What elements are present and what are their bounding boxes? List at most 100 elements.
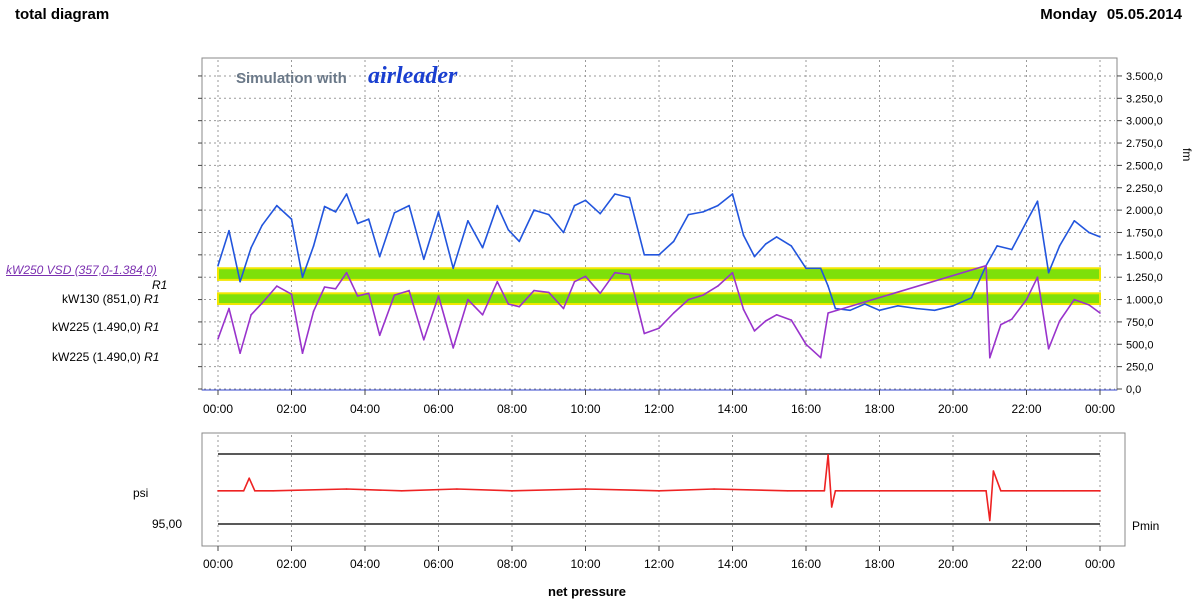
data-point xyxy=(1088,304,1090,306)
data-point xyxy=(250,314,252,316)
data-point xyxy=(548,291,550,294)
data-point xyxy=(702,294,704,296)
data-point xyxy=(533,209,535,211)
data-point xyxy=(408,204,410,207)
data-point xyxy=(507,229,510,231)
y-tick-label: 3.250,0 xyxy=(1126,93,1163,105)
data-point xyxy=(827,285,829,287)
legend-item-kw130: kW130 (851,0) R1 xyxy=(62,292,159,306)
x-tick-label: 00:00 xyxy=(203,402,233,416)
data-point xyxy=(456,488,458,490)
data-point xyxy=(1011,248,1013,251)
data-point xyxy=(481,246,484,249)
data-point xyxy=(742,308,745,311)
x-tick-label: 12:00 xyxy=(644,557,674,571)
data-point xyxy=(548,213,550,216)
x-tick-label: 10:00 xyxy=(570,557,600,571)
data-point xyxy=(228,229,230,232)
x-tick-label: 08:00 xyxy=(497,402,527,416)
data-point xyxy=(775,236,778,238)
data-point xyxy=(312,310,315,313)
data-point xyxy=(217,338,219,340)
data-point xyxy=(823,490,826,492)
legend-item-suffix: R1 xyxy=(144,320,160,334)
data-point xyxy=(467,220,469,222)
x-tick-label: 00:00 xyxy=(1085,402,1115,416)
x-tick-label: 14:00 xyxy=(717,402,747,416)
data-point xyxy=(276,204,278,207)
x-tick-label: 22:00 xyxy=(1011,557,1041,571)
data-point xyxy=(1000,490,1002,492)
data-point xyxy=(687,298,690,301)
data-point xyxy=(481,314,484,316)
data-point xyxy=(992,470,995,472)
page-title: total diagram xyxy=(15,6,110,23)
data-point xyxy=(345,488,348,490)
data-point xyxy=(713,488,715,490)
threshold-bands xyxy=(217,267,1101,306)
legend-item-kw225-a: kW225 (1.490,0) R1 xyxy=(52,320,159,334)
data-point xyxy=(970,297,973,299)
data-point xyxy=(507,303,510,305)
data-point xyxy=(345,193,348,195)
data-point xyxy=(1099,236,1101,238)
y-axis-label: fm xyxy=(1180,148,1194,161)
upper-x-tick-labels: 00:00 02:00 04:00 06:00 08:00 10:00 12:00 14:00… xyxy=(203,402,1115,416)
threshold-band-1 xyxy=(217,267,1101,281)
data-point xyxy=(367,292,370,295)
data-point xyxy=(1058,320,1061,322)
data-point xyxy=(775,314,778,316)
pressure-tick-label: 95,00 xyxy=(152,517,183,531)
x-tick-label: 16:00 xyxy=(791,557,821,571)
data-point xyxy=(408,289,410,292)
brand-prefix-text: Simulation with xyxy=(236,70,347,87)
y-tick-label: 2.000,0 xyxy=(1126,205,1163,217)
x-tick-label: 22:00 xyxy=(1011,402,1041,416)
data-point xyxy=(584,275,587,278)
data-point xyxy=(1011,318,1013,321)
pmin-label: Pmin xyxy=(1132,519,1160,533)
lower-frame-rect xyxy=(201,432,1126,547)
upper-gridlines xyxy=(204,60,1115,390)
data-point xyxy=(584,488,587,490)
date-display: Monday 05.05.2014 xyxy=(1040,6,1182,23)
data-point xyxy=(423,258,425,261)
data-point xyxy=(731,193,734,195)
data-point xyxy=(1025,220,1028,223)
data-point xyxy=(599,212,601,215)
data-point xyxy=(518,240,521,243)
data-point xyxy=(897,305,899,307)
data-point xyxy=(842,490,844,492)
data-point xyxy=(1047,348,1050,350)
x-tick-label: 20:00 xyxy=(938,402,968,416)
data-point xyxy=(228,307,230,310)
y-tick-label: 2.500,0 xyxy=(1126,160,1163,172)
data-point xyxy=(276,285,278,287)
data-point xyxy=(1073,298,1076,301)
data-point xyxy=(254,490,256,492)
data-point xyxy=(562,231,565,234)
legend-item-vsd[interactable]: kW250 VSD (357,0-1.384,0) xyxy=(6,263,157,277)
data-point xyxy=(915,307,918,310)
x-tick-label: 04:00 xyxy=(350,557,380,571)
data-point xyxy=(1062,490,1065,492)
y-tick-label: 500,0 xyxy=(1126,339,1154,351)
lower-plot-frame xyxy=(201,432,1126,551)
data-point xyxy=(717,204,719,207)
data-point xyxy=(452,267,455,270)
data-point xyxy=(878,309,881,312)
data-point xyxy=(393,212,396,214)
data-point xyxy=(573,204,576,207)
legend-item-label: kW225 (1.490,0) xyxy=(52,320,141,334)
data-point xyxy=(518,305,521,308)
data-point xyxy=(1058,245,1061,247)
data-point xyxy=(985,490,987,492)
data-point xyxy=(496,204,499,207)
data-point xyxy=(401,490,403,492)
data-point xyxy=(334,288,337,290)
data-point xyxy=(437,211,440,213)
lower-x-tick-labels: 00:00 02:00 04:00 06:00 08:00 10:00 12:00 14:00… xyxy=(203,557,1115,571)
simulation-brand: Simulation with airleader xyxy=(236,63,458,89)
data-point xyxy=(1099,490,1101,492)
